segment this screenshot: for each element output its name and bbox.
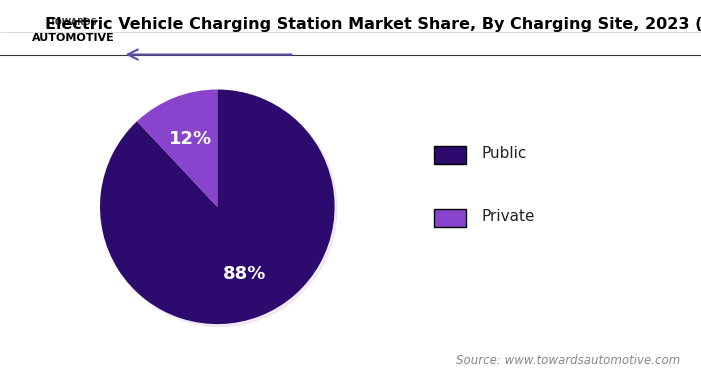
Wedge shape [100, 89, 334, 324]
Text: AUTOMOTIVE: AUTOMOTIVE [32, 33, 115, 43]
Text: 12%: 12% [169, 130, 212, 148]
FancyBboxPatch shape [434, 146, 466, 164]
Circle shape [102, 92, 337, 326]
Text: 88%: 88% [222, 265, 266, 284]
FancyBboxPatch shape [434, 209, 466, 227]
Text: Electric Vehicle Charging Station Market Share, By Charging Site, 2023 (%): Electric Vehicle Charging Station Market… [46, 17, 701, 32]
Text: Public: Public [482, 146, 527, 161]
Wedge shape [137, 89, 217, 207]
Text: Private: Private [482, 209, 536, 224]
Text: Source: www.towardsautomotive.com: Source: www.towardsautomotive.com [456, 353, 680, 367]
Text: TOWARDS: TOWARDS [50, 18, 97, 27]
